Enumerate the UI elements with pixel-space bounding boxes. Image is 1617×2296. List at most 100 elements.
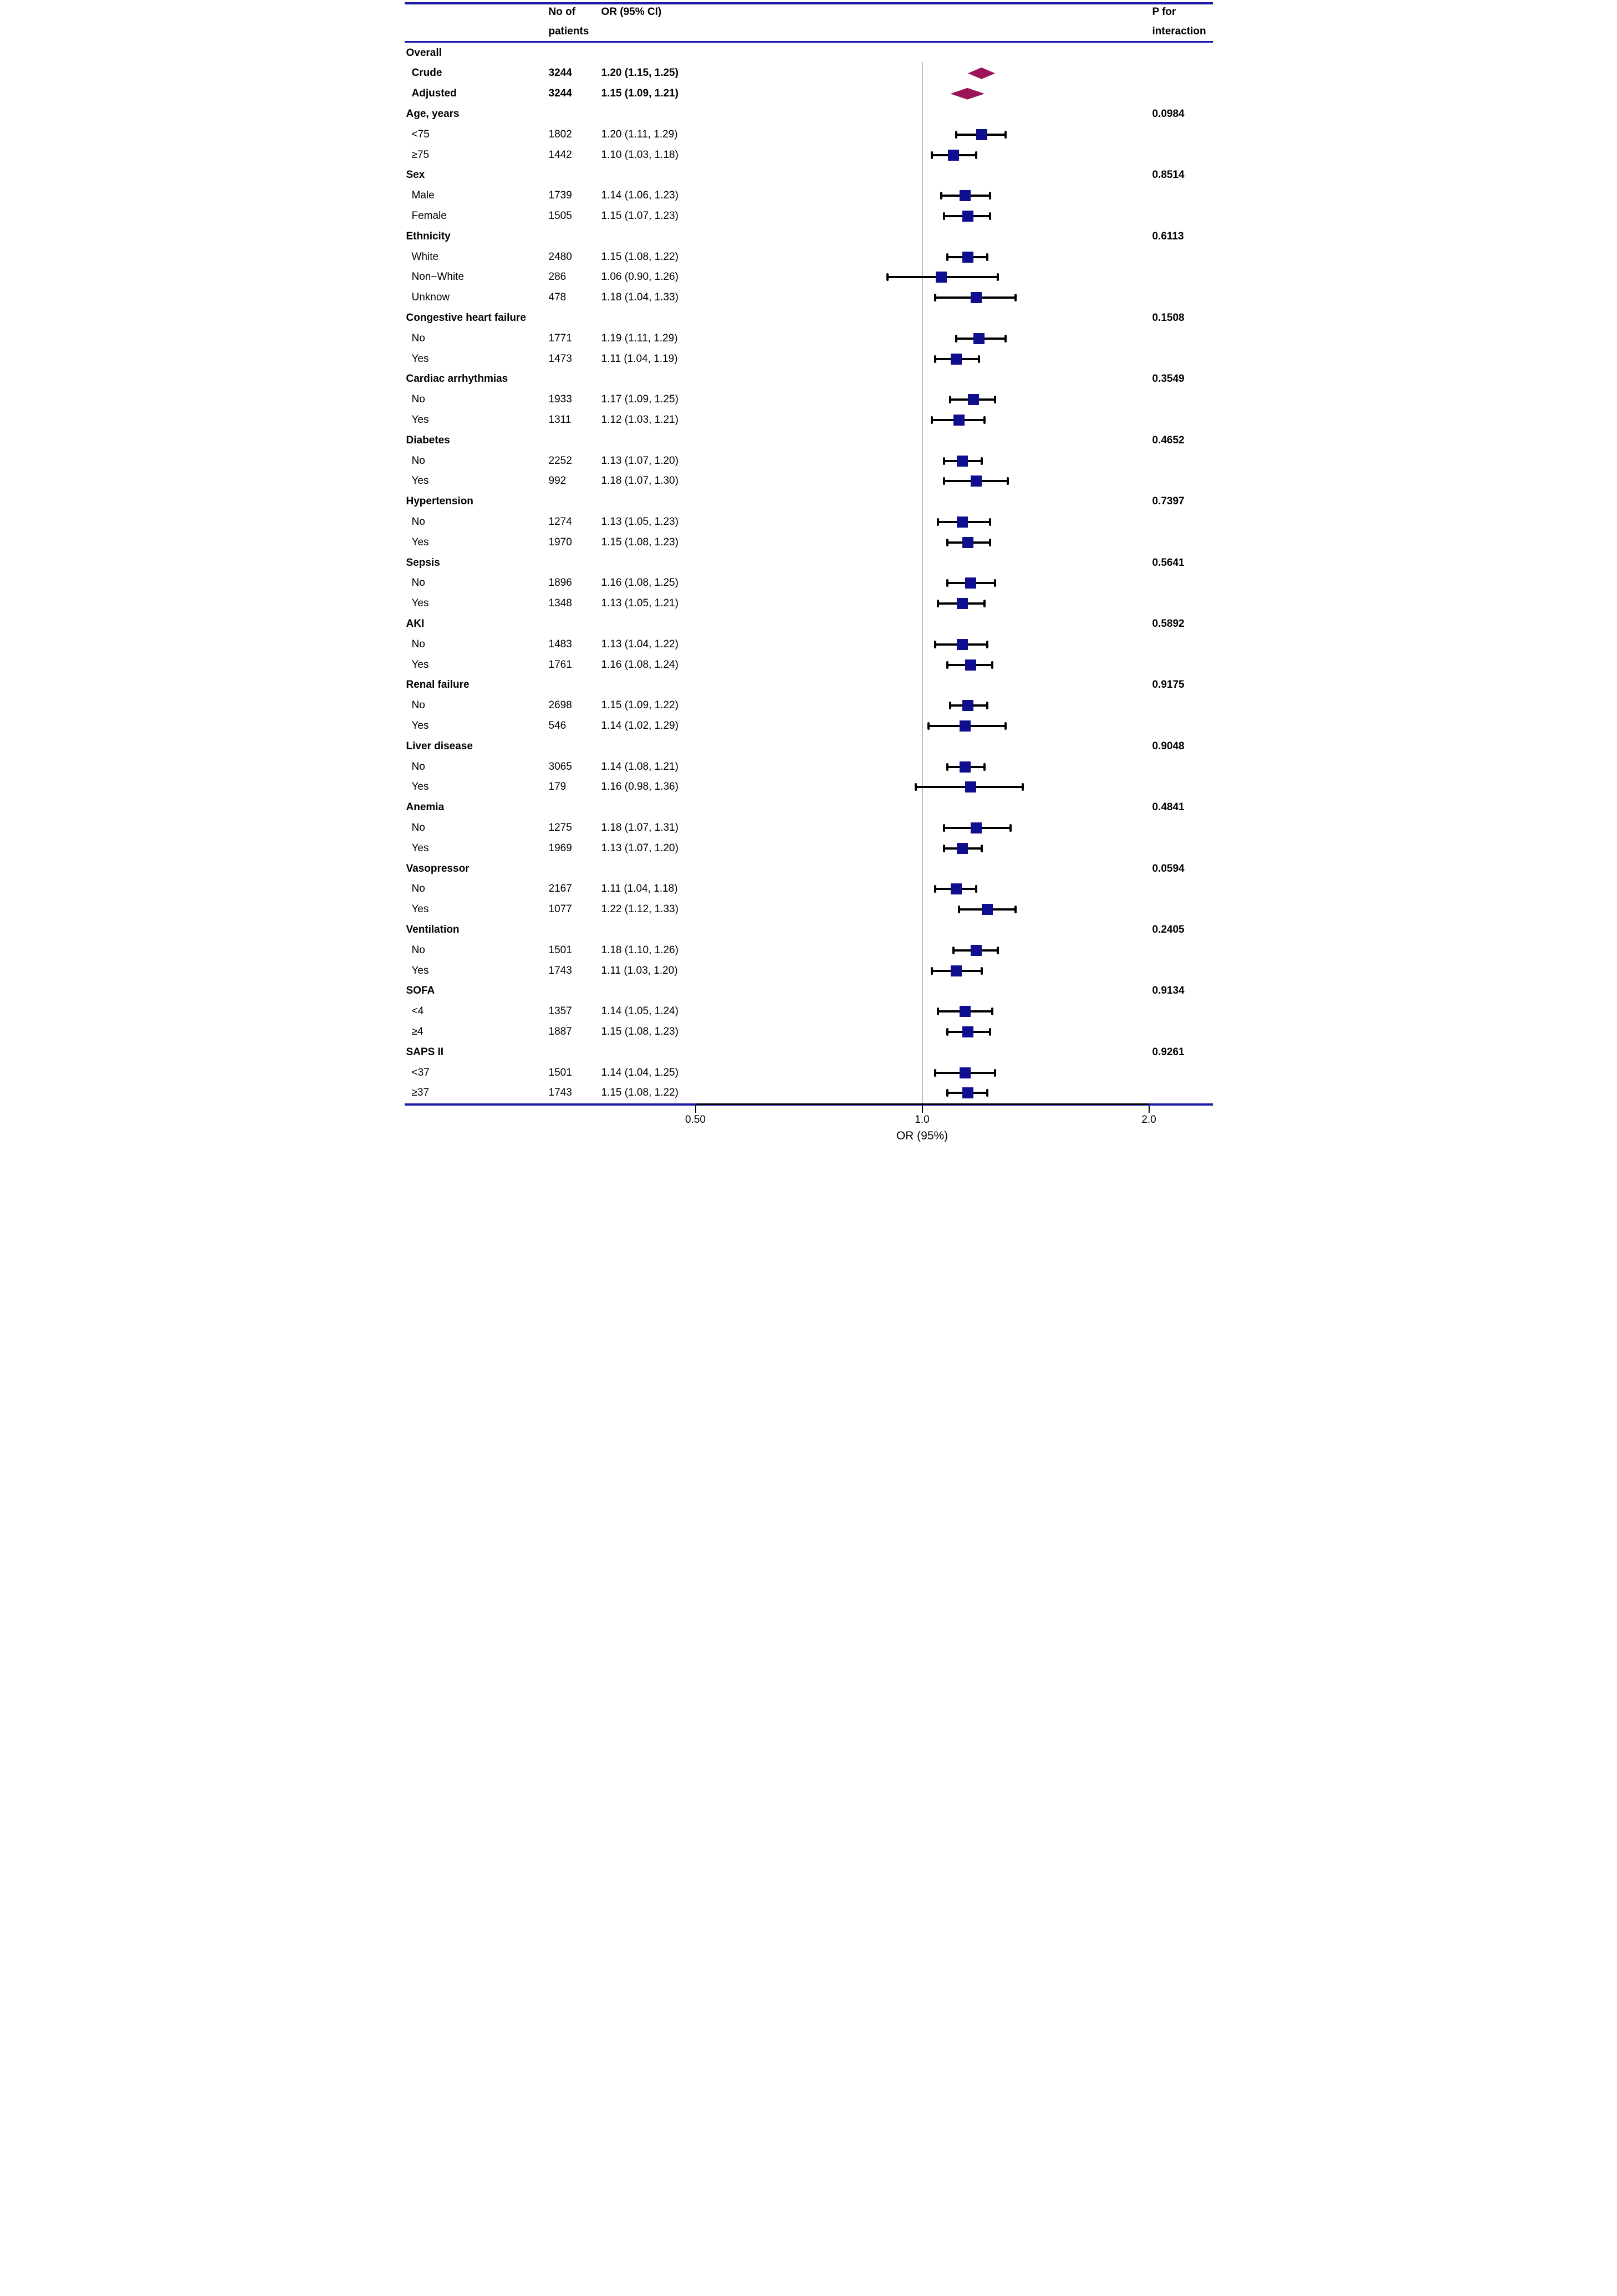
forest-row-item: Male 1739 1.14 (1.06, 1.23): [405, 186, 1213, 206]
ci-cap-right: [994, 1068, 997, 1077]
row-n-patients: 3244: [548, 67, 572, 79]
forest-row-item: Yes 992 1.18 (1.07, 1.30): [405, 471, 1213, 492]
row-n-patients: 1442: [548, 149, 572, 161]
ci-cap-right: [994, 579, 997, 587]
row-p-interaction: 0.9175: [1152, 679, 1185, 691]
row-n-patients: 179: [548, 781, 567, 793]
or-point-square: [981, 904, 993, 916]
row-label: Non−White: [411, 271, 465, 283]
forest-row-group: Liver disease 0.9048: [405, 736, 1213, 756]
or-point-square: [956, 516, 968, 528]
forest-row-group: SOFA 0.9134: [405, 981, 1213, 1001]
x-axis-tick-label-20: 2.0: [1141, 1114, 1156, 1126]
forest-row-item: No 1933 1.17 (1.09, 1.25): [405, 390, 1213, 410]
forest-row-item: Yes 1743 1.11 (1.03, 1.20): [405, 960, 1213, 981]
or-point-square: [965, 577, 977, 589]
forest-row-group: Vasopressor 0.0594: [405, 858, 1213, 879]
row-label: ≥4: [411, 1025, 424, 1037]
row-n-patients: 1501: [548, 944, 572, 956]
row-or-ci-text: 1.11 (1.04, 1.18): [601, 883, 678, 895]
or-point-square: [962, 1026, 973, 1037]
ci-cap-right: [986, 1089, 988, 1097]
or-point-square: [962, 700, 973, 712]
ci-cap-right: [986, 702, 988, 710]
ci-cap-left: [943, 212, 946, 220]
ci-cap-left: [943, 824, 946, 832]
row-or-ci-text: 1.18 (1.04, 1.33): [601, 292, 679, 304]
or-point-square: [956, 598, 968, 610]
ci-cap-left: [930, 151, 933, 159]
row-or-ci-text: 1.16 (1.08, 1.25): [601, 577, 679, 589]
forest-row-item: White 2480 1.15 (1.08, 1.22): [405, 247, 1213, 267]
or-point-square: [962, 1087, 973, 1099]
ci-cap-left: [927, 722, 930, 730]
or-point-square: [959, 1006, 971, 1017]
forest-row-group: SAPS II 0.9261: [405, 1042, 1213, 1062]
row-label: Crude: [411, 67, 442, 79]
row-n-patients: 2252: [548, 454, 572, 467]
or-point-square: [935, 272, 947, 283]
row-label: Yes: [411, 964, 429, 976]
ci-cap-right: [988, 212, 991, 220]
row-label: Yes: [411, 903, 429, 916]
ci-cap-left: [949, 396, 952, 404]
forest-rows: Overall Crude 3244 1.20 (1.15, 1.25) Adjuste…: [405, 0, 1213, 1148]
x-axis-tick-label-050: 0.50: [685, 1114, 706, 1126]
summary-diamond: [950, 88, 985, 100]
summary-diamond: [967, 67, 996, 79]
ci-cap-right: [1014, 294, 1017, 302]
ci-cap-left: [949, 702, 952, 710]
ci-cap-right: [1009, 824, 1012, 832]
or-point-square: [971, 944, 982, 956]
ci-cap-right: [1014, 906, 1017, 914]
row-label: No: [411, 393, 425, 406]
top-rule: [404, 2, 1213, 4]
ci-cap-left: [943, 844, 946, 852]
row-label: Yes: [411, 658, 429, 671]
row-label: Overall: [406, 47, 442, 59]
ci-cap-left: [955, 130, 958, 139]
or-point-square: [962, 251, 973, 263]
forest-row-summary: Crude 3244 1.20 (1.15, 1.25): [405, 63, 1213, 84]
row-label: Sepsis: [406, 556, 440, 569]
ci-cap-right: [988, 518, 991, 526]
row-p-interaction: 0.7397: [1152, 495, 1185, 508]
x-axis-title: OR (95%): [896, 1129, 948, 1142]
row-or-ci-text: 1.17 (1.09, 1.25): [601, 393, 679, 406]
row-label: No: [411, 515, 425, 528]
ci-cap-left: [934, 355, 936, 363]
ci-cap-right: [983, 416, 986, 424]
reference-line-or-1: [921, 62, 923, 1104]
row-n-patients: 546: [548, 719, 567, 732]
row-or-ci-text: 1.18 (1.07, 1.31): [601, 821, 679, 833]
ci-cap-left: [952, 946, 955, 954]
row-n-patients: 1933: [548, 393, 572, 406]
row-label: Sex: [406, 169, 425, 181]
row-label: Age, years: [406, 108, 460, 120]
ci-cap-right: [978, 355, 981, 363]
ci-cap-left: [940, 192, 942, 200]
row-label: Hypertension: [406, 495, 473, 508]
row-label: AKI: [406, 617, 425, 630]
forest-row-item: No 1501 1.18 (1.10, 1.26): [405, 940, 1213, 960]
row-or-ci-text: 1.15 (1.08, 1.23): [601, 1025, 679, 1037]
forest-row-item: ≥37 1743 1.15 (1.08, 1.22): [405, 1083, 1213, 1103]
row-label: ≥37: [411, 1087, 430, 1099]
ci-cap-right: [1004, 130, 1007, 139]
col-header-patients-line1: No of: [548, 6, 576, 18]
col-header-p-line1: P for: [1152, 6, 1176, 18]
row-n-patients: 1275: [548, 821, 572, 833]
forest-row-group: Hypertension 0.7397: [405, 492, 1213, 512]
forest-row-group: Congestive heart failure 0.1508: [405, 308, 1213, 328]
ci-cap-right: [981, 967, 983, 975]
or-point-square: [956, 842, 968, 854]
or-point-square: [951, 353, 962, 365]
or-point-square: [959, 720, 971, 732]
row-label: Yes: [411, 719, 429, 732]
row-label: Vasopressor: [406, 862, 470, 875]
forest-row-item: ≥4 1887 1.15 (1.08, 1.23): [405, 1021, 1213, 1042]
row-label: Ventilation: [406, 923, 460, 935]
row-p-interaction: 0.1508: [1152, 311, 1185, 324]
ci-cap-left: [955, 334, 958, 342]
row-label: <75: [411, 128, 430, 140]
